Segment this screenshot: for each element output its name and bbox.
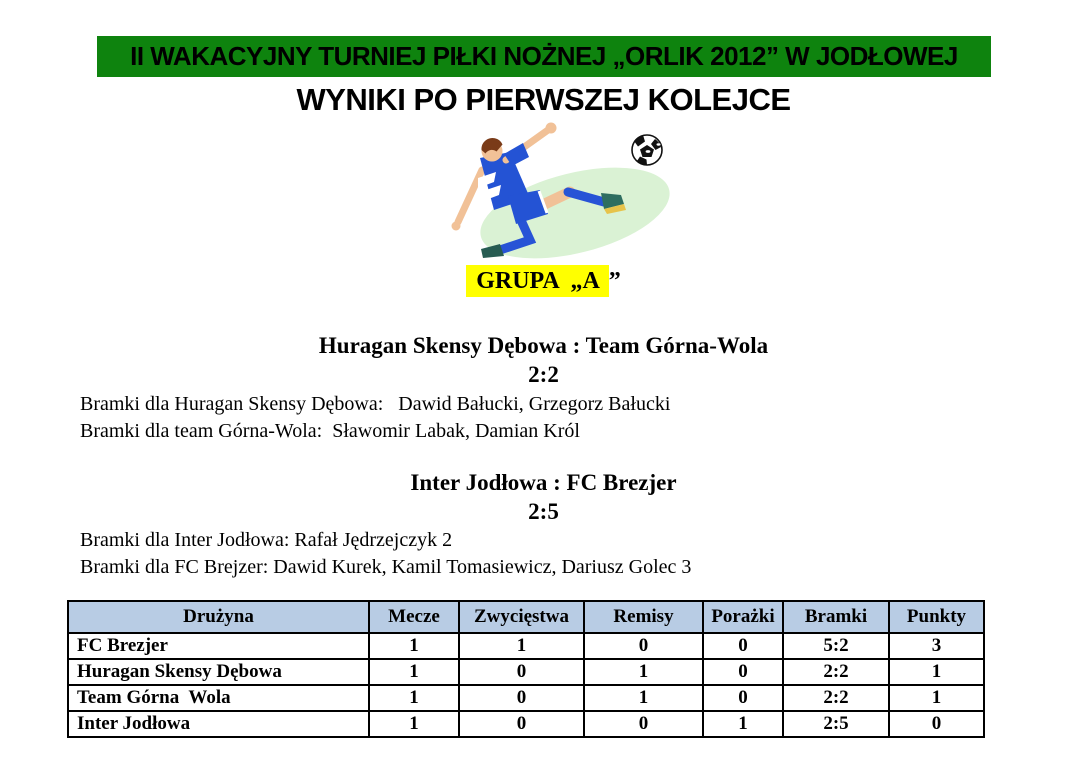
cell-points: 1 <box>888 684 985 712</box>
page-title: WYNIKI PO PIERWSZEJ KOLEJCE <box>296 82 791 117</box>
cell-wins: 1 <box>458 632 585 660</box>
cell-matches: 1 <box>368 710 460 738</box>
match-1-score: 2:2 <box>528 362 559 387</box>
header-cell-goals: Bramki <box>782 600 890 634</box>
cell-draws: 0 <box>583 632 704 660</box>
player-figure <box>451 122 626 258</box>
soccer-player-illustration <box>420 118 680 270</box>
cell-points: 0 <box>888 710 985 738</box>
cell-matches: 1 <box>368 658 460 686</box>
cell-wins: 0 <box>458 710 585 738</box>
cell-losses: 0 <box>702 684 784 712</box>
header-cell-matches: Mecze <box>368 600 460 634</box>
table-row: Inter Jodłowa 1 0 0 1 2:5 0 <box>67 710 985 738</box>
cell-goals: 2:5 <box>782 710 890 738</box>
cell-goals: 5:2 <box>782 632 890 660</box>
table-row: Team Górna Wola 1 0 1 0 2:2 1 <box>67 684 985 712</box>
cell-draws: 0 <box>583 710 704 738</box>
goal-scorers-line: Bramki dla Huragan Skensy Dębowa: Dawid … <box>80 393 671 415</box>
match-2-score: 2:5 <box>528 499 559 524</box>
soccer-player-kicking-ball-graphic <box>451 122 670 259</box>
goal-scorers-line: Bramki dla FC Brejzer: Dawid Kurek, Kami… <box>80 556 692 578</box>
standings-table: Drużyna Mecze Zwycięstwa Remisy Porażki … <box>67 600 985 738</box>
cell-points: 3 <box>888 632 985 660</box>
cell-matches: 1 <box>368 684 460 712</box>
table-row: Huragan Skensy Dębowa 1 0 1 0 2:2 1 <box>67 658 985 686</box>
group-a-highlight: GRUPA „A <box>466 265 609 297</box>
cell-team-name: Huragan Skensy Dębowa <box>67 658 370 686</box>
cell-losses: 0 <box>702 658 784 686</box>
cell-goals: 2:2 <box>782 684 890 712</box>
cell-points: 1 <box>888 658 985 686</box>
match-2-heading: Inter Jodłowa : FC Brezjer <box>410 470 677 495</box>
match-1-heading: Huragan Skensy Dębowa : Team Górna-Wola <box>318 333 769 358</box>
cell-matches: 1 <box>368 632 460 660</box>
cell-goals: 2:2 <box>782 658 890 686</box>
header-cell-wins: Zwycięstwa <box>458 600 585 634</box>
header-cell-losses: Porażki <box>702 600 784 634</box>
goal-scorers-line: Bramki dla team Górna-Wola: Sławomir Lab… <box>80 420 580 442</box>
cell-team-name: FC Brezjer <box>67 632 370 660</box>
table-header-row: Drużyna Mecze Zwycięstwa Remisy Porażki … <box>67 600 985 634</box>
goal-scorers-line: Bramki dla Inter Jodłowa: Rafał Jędrzejc… <box>80 529 453 551</box>
group-a-label: GRUPA „A” <box>0 265 1087 297</box>
cell-wins: 0 <box>458 658 585 686</box>
cell-losses: 1 <box>702 710 784 738</box>
match-1-goal-lines: Bramki dla Huragan Skensy Dębowa: Dawid … <box>80 391 1030 445</box>
group-a-suffix: ” <box>608 268 621 294</box>
match-2-goal-lines: Bramki dla Inter Jodłowa: Rafał Jędrzejc… <box>80 527 1030 581</box>
cell-team-name: Team Górna Wola <box>67 684 370 712</box>
cell-losses: 0 <box>702 632 784 660</box>
tournament-banner: II WAKACYJNY TURNIEJ PIŁKI NOŻNEJ „ORLIK… <box>97 36 991 77</box>
table-row: FC Brezjer 1 1 0 0 5:2 3 <box>67 632 985 660</box>
cell-draws: 1 <box>583 684 704 712</box>
header-cell-team: Drużyna <box>67 600 370 634</box>
soccer-ball-icon <box>631 134 663 166</box>
cell-team-name: Inter Jodłowa <box>67 710 370 738</box>
cell-wins: 0 <box>458 684 585 712</box>
cell-draws: 1 <box>583 658 704 686</box>
header-cell-points: Punkty <box>888 600 985 634</box>
tournament-banner-text: II WAKACYJNY TURNIEJ PIŁKI NOŻNEJ „ORLIK… <box>130 41 958 71</box>
header-cell-draws: Remisy <box>583 600 704 634</box>
